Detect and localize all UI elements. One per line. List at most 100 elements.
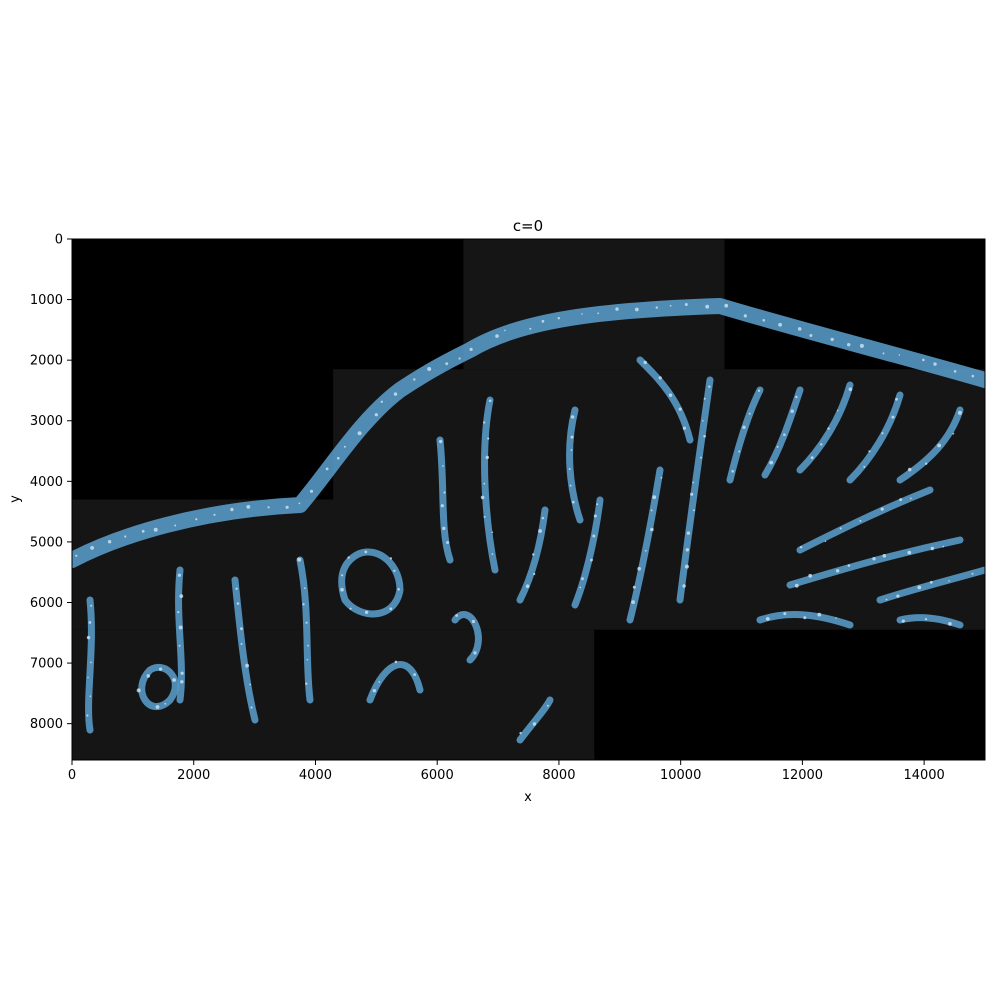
highlight-speck	[180, 671, 184, 675]
highlight-speck	[491, 553, 494, 555]
highlight-speck	[922, 358, 925, 362]
highlight-speck	[529, 327, 532, 330]
x-tick-label: 10000	[660, 768, 701, 783]
highlight-speck	[872, 557, 876, 561]
image-area	[72, 239, 985, 760]
highlight-speck	[249, 683, 251, 686]
highlight-speck	[703, 434, 706, 438]
highlight-speck	[835, 617, 837, 619]
highlight-speck	[593, 514, 597, 518]
highlight-speck	[957, 410, 962, 415]
highlight-speck	[159, 667, 163, 671]
highlight-speck	[378, 681, 381, 683]
highlight-speck	[799, 546, 803, 549]
highlight-speck	[795, 395, 798, 399]
highlight-speck	[660, 476, 663, 479]
highlight-speck	[910, 497, 912, 500]
highlight-speck	[90, 604, 93, 607]
highlight-speck	[153, 527, 158, 532]
y-tick-label: 0	[55, 233, 63, 248]
highlight-speck	[839, 527, 842, 530]
highlight-speck	[473, 651, 477, 655]
highlight-speck	[634, 307, 639, 312]
highlight-speck	[743, 314, 747, 318]
highlight-speck	[952, 432, 955, 435]
highlight-speck	[427, 367, 432, 371]
highlight-speck	[655, 306, 658, 309]
highlight-speck	[658, 376, 662, 380]
highlight-speck	[347, 556, 350, 559]
highlight-speck	[164, 702, 167, 705]
highlight-speck	[495, 334, 499, 338]
highlight-speck	[835, 569, 840, 573]
highlight-speck	[809, 334, 813, 337]
highlight-speck	[538, 529, 542, 533]
highlight-speck	[882, 352, 885, 355]
highlight-speck	[684, 564, 689, 569]
highlight-speck	[863, 465, 866, 468]
highlight-speck	[948, 622, 952, 626]
highlight-speck	[690, 492, 694, 496]
tissue-strand	[571, 496, 604, 609]
highlight-speck	[337, 456, 340, 460]
highlight-speck	[917, 585, 922, 590]
highlight-speck	[847, 343, 851, 347]
highlight-speck	[581, 577, 584, 581]
highlight-speck	[298, 502, 301, 505]
highlight-speck	[533, 572, 536, 576]
highlight-speck	[488, 399, 492, 403]
tissue-strand	[626, 466, 664, 624]
highlight-speck	[195, 518, 198, 521]
tissue-strand	[481, 396, 499, 574]
highlight-speck	[246, 505, 251, 509]
highlight-speck	[304, 587, 306, 590]
highlight-speck	[504, 329, 506, 332]
highlight-speck	[374, 413, 378, 417]
highlight-speck	[632, 585, 636, 589]
highlight-speck	[937, 443, 941, 448]
highlight-speck	[455, 614, 458, 617]
highlight-speck	[389, 607, 393, 611]
highlight-speck	[442, 526, 446, 531]
highlight-speck	[483, 515, 486, 518]
highlight-speck	[929, 580, 933, 584]
highlight-speck	[90, 546, 94, 550]
highlight-speck	[808, 573, 813, 578]
highlight-speck	[325, 467, 329, 471]
highlight-speck	[783, 433, 786, 437]
highlight-speck	[230, 507, 234, 512]
highlight-speck	[948, 580, 950, 582]
highlight-speck	[136, 688, 141, 693]
highlight-speck	[178, 625, 183, 630]
highlight-speck	[880, 507, 884, 511]
highlight-speck	[364, 610, 369, 614]
highlight-speck	[882, 554, 887, 558]
highlight-speck	[240, 643, 243, 645]
highlight-speck	[896, 594, 900, 598]
highlight-speck	[141, 529, 145, 533]
highlight-speck	[644, 549, 647, 552]
highlight-speck	[440, 504, 444, 508]
highlight-speck	[174, 524, 177, 527]
highlight-speck	[177, 573, 181, 577]
highlight-speck	[155, 705, 160, 709]
highlight-speck	[581, 313, 583, 315]
y-tick-label: 2000	[30, 354, 63, 369]
tissue-strand	[796, 381, 854, 474]
highlight-speck	[393, 569, 396, 572]
highlight-speck	[668, 393, 673, 397]
highlight-speck	[817, 612, 822, 617]
highlight-speck	[881, 432, 884, 435]
highlight-speck	[953, 370, 957, 373]
imaged-tile-2	[72, 499, 985, 630]
highlight-speck	[703, 397, 706, 400]
highlight-speck	[445, 362, 449, 366]
tissue-strand	[726, 386, 764, 484]
highlight-speck	[240, 627, 243, 631]
highlight-speck	[343, 445, 346, 448]
x-tick-label: 12000	[782, 768, 823, 783]
highlight-speck	[372, 689, 376, 693]
highlight-speck	[250, 706, 253, 709]
y-tick-label: 1000	[30, 293, 63, 308]
